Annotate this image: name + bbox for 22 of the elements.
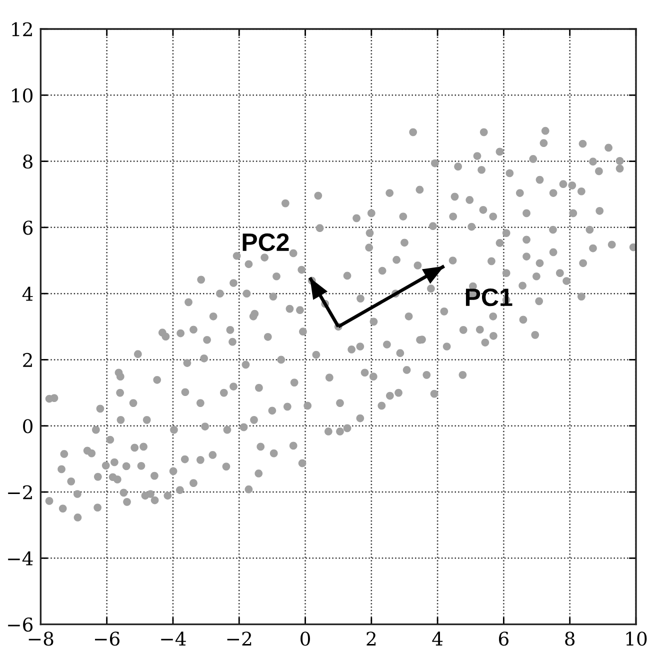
x-tick-label: 0 bbox=[300, 632, 310, 646]
y-tick-label: −2 bbox=[8, 485, 32, 500]
x-tick-label: 6 bbox=[498, 632, 508, 646]
y-tick-label: 12 bbox=[12, 22, 32, 36]
x-tick-label: −8 bbox=[28, 632, 54, 646]
x-tick-label: −4 bbox=[161, 632, 186, 646]
y-tick-label: 4 bbox=[22, 286, 33, 301]
x-tick-label: 2 bbox=[366, 632, 376, 646]
x-tick-label: −2 bbox=[227, 632, 252, 646]
x-tick-label: 8 bbox=[565, 632, 575, 646]
y-tick-label: 10 bbox=[12, 88, 32, 103]
x-tick-label: 4 bbox=[432, 632, 443, 646]
annotation: PC2 bbox=[242, 233, 289, 252]
y-tick-label: −6 bbox=[8, 618, 33, 632]
y-tick-label: −4 bbox=[8, 551, 33, 566]
x-tick-label: −6 bbox=[94, 632, 120, 646]
x-tick-label: 10 bbox=[626, 632, 647, 646]
y-tick-label: 0 bbox=[23, 419, 32, 434]
annotation: PC1 bbox=[466, 288, 512, 306]
y-tick-label: 8 bbox=[23, 154, 32, 169]
y-tick-label: 6 bbox=[23, 220, 33, 235]
y-tick-label: 2 bbox=[23, 352, 32, 367]
